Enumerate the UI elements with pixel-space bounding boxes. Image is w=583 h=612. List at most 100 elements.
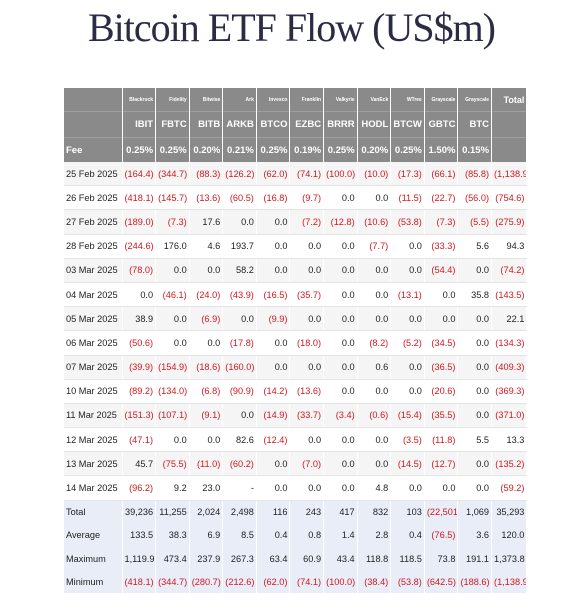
cell: 103	[390, 500, 425, 524]
cell: Franklin	[289, 88, 325, 112]
cell: 82.6	[222, 427, 257, 453]
cell: 0.0	[457, 403, 493, 429]
cell: (13.1)	[390, 282, 425, 308]
cell: 35,293	[491, 500, 528, 524]
cell: (39.9)	[122, 355, 157, 380]
cell: Average	[64, 523, 123, 547]
cell: (1,138.9)	[491, 162, 528, 187]
cell: 73.8	[424, 547, 459, 571]
cell: 13.3	[491, 427, 528, 453]
cell: 0.0	[155, 306, 190, 332]
summary-row: Minimum (418.1) (344.7) (280.7) (212.6) (62.0…	[64, 570, 528, 594]
cell: 0.19%	[289, 137, 325, 162]
cell	[64, 88, 123, 112]
cell: 39,236	[122, 500, 157, 524]
cell: (14.9)	[256, 403, 291, 429]
cell: 0.0	[457, 355, 493, 380]
cell: (10.0)	[357, 162, 392, 187]
cell: 8.5	[222, 523, 257, 547]
cell: (60.5)	[222, 185, 257, 211]
cell: 0.0	[323, 282, 358, 308]
cell: (8.2)	[357, 330, 392, 356]
cell: 0.0	[390, 306, 425, 332]
cell: 12 Mar 2025	[64, 427, 123, 453]
cell: 0.0	[390, 355, 425, 380]
cell: 0.0	[357, 379, 392, 404]
cell: 0.0	[222, 403, 257, 429]
cell: 0.0	[289, 427, 325, 453]
cell: 3.6	[457, 523, 493, 547]
cell: (18.0)	[289, 330, 325, 356]
cell: (143.5)	[491, 282, 528, 308]
cell: (1,138.9)	[491, 570, 528, 594]
cell: 25 Feb 2025	[64, 162, 123, 187]
cell: (151.3)	[122, 403, 157, 429]
cell: 0.0	[256, 451, 291, 477]
cell: 1.4	[323, 523, 358, 547]
cell: 473.4	[155, 547, 190, 571]
cell: BTCW	[390, 111, 425, 138]
cell: 14 Mar 2025	[64, 475, 123, 501]
cell	[491, 137, 528, 162]
cell: (280.7)	[189, 570, 224, 594]
cell: (53.8)	[390, 209, 425, 235]
cell: 1,373.8	[491, 547, 528, 571]
cell: 0.21%	[222, 137, 257, 162]
cell: 05 Mar 2025	[64, 306, 123, 332]
cell: 0.0	[357, 451, 392, 477]
cell: 0.0	[189, 330, 224, 356]
data-row: 10 Mar 2025 (89.2) (134.0) (6.8) (90.9) (14.2…	[64, 379, 528, 404]
summary-row: Total 39,236 11,255 2,024 2,498 116 243 417 832 1…	[64, 500, 528, 524]
data-row: 04 Mar 2025 0.0 (46.1) (24.0) (43.9) (16.5) (3…	[64, 282, 528, 308]
cell: 1,119.9	[122, 547, 157, 571]
cell: (14.2)	[256, 379, 291, 404]
cell: (134.0)	[155, 379, 190, 404]
cell: Blackrock	[122, 88, 157, 112]
cell: (126.2)	[222, 162, 257, 187]
cell: (78.0)	[122, 258, 157, 283]
cell: 0.25%	[323, 137, 358, 162]
cell: (9.1)	[189, 403, 224, 429]
cell: 0.0	[323, 185, 358, 211]
cell	[491, 111, 528, 138]
cell: 243	[289, 500, 325, 524]
cell: 0.0	[457, 306, 493, 332]
cell: BRRR	[323, 111, 358, 138]
cell: 116	[256, 500, 291, 524]
cell: 0.0	[256, 258, 291, 283]
cell: (11.8)	[424, 427, 459, 453]
cell: (369.3)	[491, 379, 528, 404]
cell: (3.5)	[390, 427, 425, 453]
cell: 0.0	[457, 330, 493, 356]
cell: Grayscale	[457, 88, 493, 112]
cell: 832	[357, 500, 392, 524]
cell: 43.4	[323, 547, 358, 571]
cell: HODL	[357, 111, 392, 138]
fee-row: Fee 0.25% 0.25% 0.20% 0.21% 0.25% 0.19% 0.25% 0.…	[64, 137, 528, 162]
cell: (7.7)	[357, 234, 392, 259]
cell: 1.50%	[424, 137, 459, 162]
cell: (43.9)	[222, 282, 257, 308]
cell: (188.6)	[457, 570, 493, 594]
cell: (7.0)	[289, 451, 325, 477]
cell: 58.2	[222, 258, 257, 283]
cell: 0.20%	[357, 137, 392, 162]
cell: 176.0	[155, 234, 190, 259]
cell: 0.0	[457, 451, 493, 477]
cell: (89.2)	[122, 379, 157, 404]
cell: (13.6)	[189, 185, 224, 211]
data-row: 25 Feb 2025 (164.4) (344.7) (88.3) (126.2) (6…	[64, 162, 528, 187]
cell: Fee	[64, 137, 123, 162]
cell: (12.8)	[323, 209, 358, 235]
data-row: 13 Mar 2025 45.7 (75.5) (11.0) (60.2) 0.0 (7.0…	[64, 451, 528, 477]
cell: 0.0	[256, 209, 291, 235]
cell: 0.25%	[155, 137, 190, 162]
cell: 17.6	[189, 209, 224, 235]
cell: Minimum	[64, 570, 123, 594]
cell: 417	[323, 500, 358, 524]
cell: 0.0	[289, 306, 325, 332]
cell: (212.6)	[222, 570, 257, 594]
cell: 35.8	[457, 282, 493, 308]
data-row: 12 Mar 2025 (47.1) 0.0 0.0 82.6 (12.4) 0.0 0.0 0…	[64, 427, 528, 453]
cell: (135.2)	[491, 451, 528, 477]
